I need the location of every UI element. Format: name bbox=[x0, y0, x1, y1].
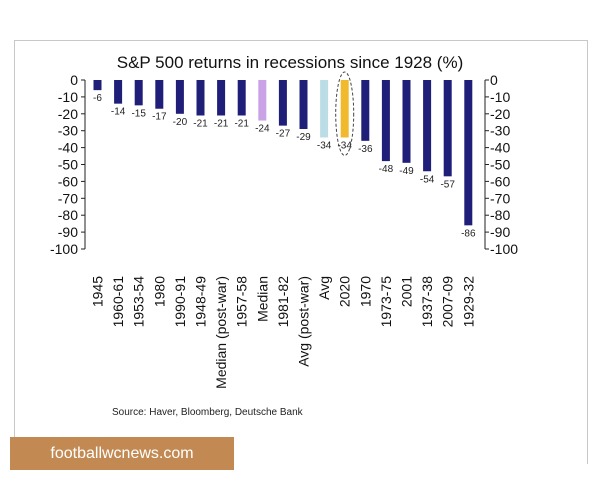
data-label: -21 bbox=[214, 118, 229, 129]
x-tick-label: Avg bbox=[316, 276, 332, 300]
x-tick-label: 1990-91 bbox=[172, 276, 188, 328]
right-y-tick-label: -30 bbox=[490, 123, 510, 139]
x-tick-label: 2001 bbox=[399, 276, 415, 307]
left-y-tick-label: -30 bbox=[58, 123, 78, 139]
x-category-labels: 1945 1960-61 1953-54 1980 1990-91 1948-49 Medi… bbox=[90, 276, 477, 389]
data-label: -6 bbox=[93, 93, 102, 104]
bar bbox=[175, 80, 184, 114]
x-tick-label: 1981-82 bbox=[275, 276, 291, 328]
data-label: -29 bbox=[296, 132, 311, 143]
right-y-tick-label: -40 bbox=[490, 140, 510, 156]
bar bbox=[340, 80, 349, 138]
data-label: -54 bbox=[420, 174, 435, 185]
x-tick-label: 1953-54 bbox=[131, 276, 147, 328]
bar bbox=[299, 80, 308, 130]
bar bbox=[320, 80, 329, 138]
right-y-tick-label: -70 bbox=[490, 190, 510, 206]
bar bbox=[237, 80, 246, 116]
bar bbox=[93, 80, 102, 91]
left-y-tick-label: -60 bbox=[58, 173, 78, 189]
x-tick-label: 1929-32 bbox=[460, 276, 476, 328]
data-label: -14 bbox=[111, 107, 126, 118]
right-y-tick-label: 0 bbox=[490, 72, 498, 88]
data-label: -27 bbox=[276, 129, 291, 140]
x-tick-label: 1960-61 bbox=[110, 276, 126, 328]
x-tick-label: 1973-75 bbox=[378, 276, 394, 328]
bar bbox=[196, 80, 205, 116]
left-y-tick-label: -90 bbox=[58, 224, 78, 240]
bar bbox=[381, 80, 390, 162]
source-note: Source: Haver, Bloomberg, Deutsche Bank bbox=[112, 407, 304, 418]
data-label: -57 bbox=[440, 179, 455, 190]
bars-group bbox=[93, 80, 473, 226]
highlight-group bbox=[335, 71, 355, 156]
bar bbox=[155, 80, 164, 109]
x-tick-label: 2020 bbox=[337, 276, 353, 307]
x-tick-label: Median bbox=[254, 276, 270, 322]
x-tick-label: 2007-09 bbox=[440, 276, 456, 328]
right-y-tick-label: -90 bbox=[490, 224, 510, 240]
data-label: -49 bbox=[399, 166, 414, 177]
data-label: -21 bbox=[193, 118, 208, 129]
x-tick-label: 1945 bbox=[90, 276, 106, 307]
bar bbox=[114, 80, 123, 104]
bar bbox=[464, 80, 473, 226]
bar bbox=[217, 80, 226, 116]
bar bbox=[258, 80, 267, 121]
bar bbox=[361, 80, 370, 141]
data-label: -48 bbox=[379, 164, 394, 175]
data-label: -24 bbox=[255, 124, 270, 135]
x-tick-label: 1948-49 bbox=[193, 276, 209, 328]
chart-title: S&P 500 returns in recessions since 1928… bbox=[117, 53, 463, 72]
data-label: -36 bbox=[358, 144, 373, 155]
right-y-tick-label: -50 bbox=[490, 157, 510, 173]
bar bbox=[423, 80, 432, 172]
left-y-tick-label: -70 bbox=[58, 190, 78, 206]
data-label: -34 bbox=[337, 140, 352, 151]
x-tick-label: 1980 bbox=[151, 276, 167, 307]
data-label: -15 bbox=[131, 108, 146, 119]
data-label: -21 bbox=[234, 118, 249, 129]
right-y-tick-label: -10 bbox=[490, 89, 510, 105]
data-label: -34 bbox=[317, 140, 332, 151]
left-y-tick-label: -50 bbox=[58, 157, 78, 173]
data-label: -17 bbox=[152, 112, 167, 123]
x-tick-label: 1937-38 bbox=[419, 276, 435, 328]
right-y-tick-label: -20 bbox=[490, 106, 510, 122]
bar bbox=[402, 80, 411, 163]
left-y-tick-label: -80 bbox=[58, 207, 78, 223]
right-y-tick-label: -100 bbox=[490, 241, 518, 257]
data-label: -86 bbox=[461, 228, 476, 239]
x-tick-label: 1970 bbox=[357, 276, 373, 307]
x-tick-label: Avg (post-war) bbox=[296, 276, 312, 367]
left-y-tick-label: -40 bbox=[58, 140, 78, 156]
right-y-tick-label: -60 bbox=[490, 173, 510, 189]
bar bbox=[443, 80, 452, 177]
bar bbox=[134, 80, 143, 106]
x-tick-label: Median (post-war) bbox=[213, 276, 229, 389]
left-y-axis: 0-10-20-30-40-50-60-70-80-90-100 bbox=[50, 72, 86, 257]
bar bbox=[278, 80, 287, 126]
left-y-tick-label: -100 bbox=[50, 241, 78, 257]
left-y-tick-label: 0 bbox=[70, 72, 78, 88]
chart-frame bbox=[14, 40, 588, 464]
highlight-ellipse bbox=[335, 71, 355, 156]
right-y-tick-label: -80 bbox=[490, 207, 510, 223]
data-label: -20 bbox=[173, 117, 188, 128]
left-y-tick-label: -10 bbox=[58, 89, 78, 105]
watermark-badge: footballwcnews.com bbox=[10, 437, 234, 470]
left-y-tick-label: -20 bbox=[58, 106, 78, 122]
data-labels-group: -6 -14 -15 -17 -20 -21 -21 -21 -24 -27 -29 -34 -34 -3… bbox=[93, 93, 476, 239]
x-tick-label: 1957-58 bbox=[234, 276, 250, 328]
right-y-axis: 0-10-20-30-40-50-60-70-80-90-100 bbox=[484, 72, 518, 257]
